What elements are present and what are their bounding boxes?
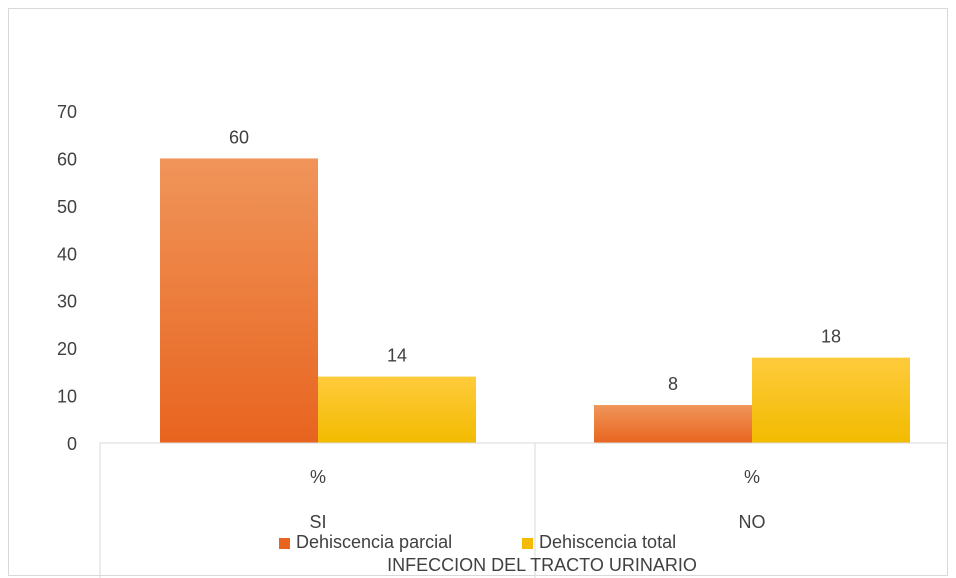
legend-swatch-total xyxy=(522,538,533,549)
bar-parcial-si xyxy=(160,158,318,443)
category-bottom-label: NO xyxy=(739,512,766,532)
category-labels: % SI% NO xyxy=(309,467,765,532)
data-label: 14 xyxy=(387,346,407,366)
data-label: 60 xyxy=(229,127,249,147)
y-tick-label: 60 xyxy=(57,149,77,169)
category-top-label: % xyxy=(744,467,760,487)
y-tick-label: 20 xyxy=(57,339,77,359)
bar-total-si xyxy=(318,376,476,443)
data-label: 8 xyxy=(668,374,678,394)
data-label: 18 xyxy=(821,327,841,347)
data-labels: 60 8 14 18 xyxy=(229,127,841,394)
y-tick-label: 40 xyxy=(57,244,77,264)
category-bottom-label: SI xyxy=(309,512,326,532)
y-tick-label: 30 xyxy=(57,292,77,312)
legend: Dehiscencia parcial Dehiscencia total xyxy=(279,532,676,552)
x-axis xyxy=(99,442,948,578)
y-tick-label: 10 xyxy=(57,387,77,407)
y-tick-label: 0 xyxy=(67,434,77,454)
legend-label-total: Dehiscencia total xyxy=(539,532,676,552)
legend-swatch-parcial xyxy=(279,538,290,549)
y-tick-label: 70 xyxy=(57,102,77,122)
y-axis: 0 10 20 30 40 50 60 70 xyxy=(57,102,77,454)
legend-label-parcial: Dehiscencia parcial xyxy=(296,532,452,552)
bar-total-no xyxy=(752,357,910,443)
category-top-label: % xyxy=(310,467,326,487)
bars xyxy=(160,158,910,443)
y-tick-label: 50 xyxy=(57,197,77,217)
bar-parcial-no xyxy=(594,405,752,443)
x-axis-title: INFECCION DEL TRACTO URINARIO xyxy=(387,555,697,575)
